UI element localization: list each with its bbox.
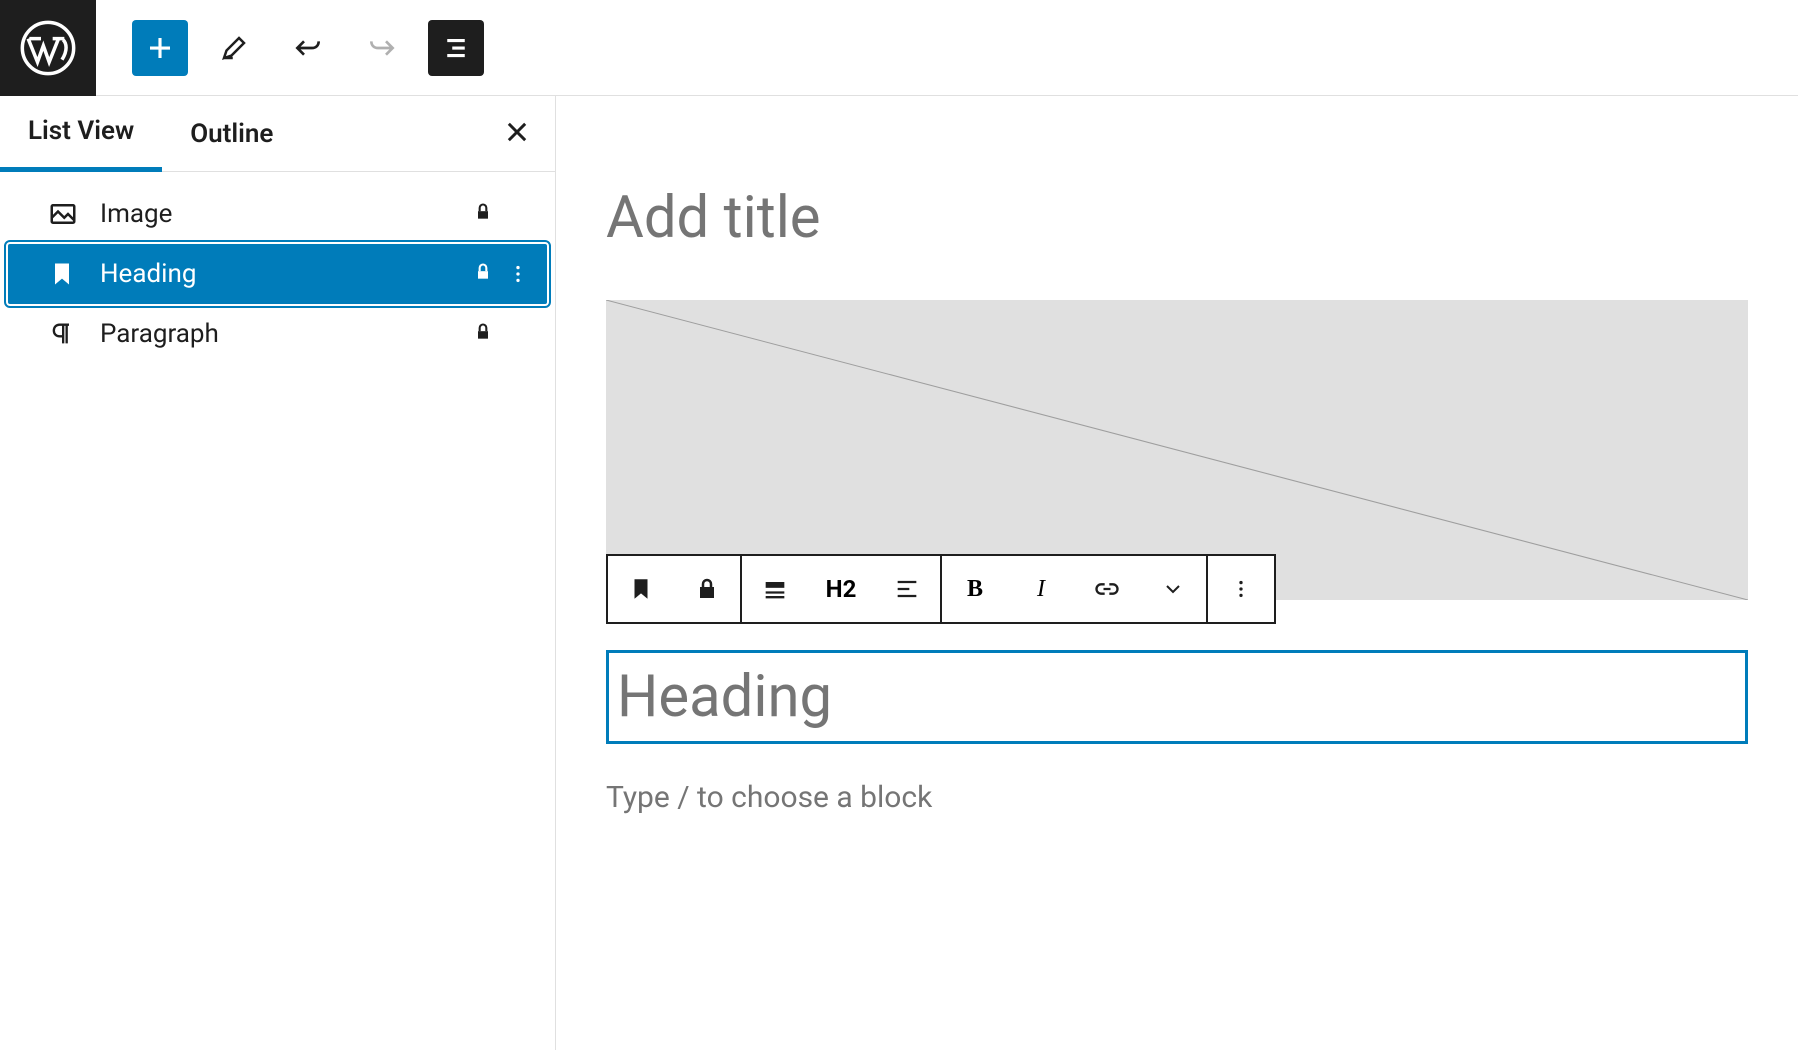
heading-level-button[interactable]: H2	[808, 556, 874, 622]
lock-icon	[473, 259, 493, 289]
editor-main: List View Outline Image He	[0, 96, 1798, 1050]
undo-button[interactable]	[280, 20, 336, 76]
list-item-label: Heading	[100, 259, 473, 289]
block-list: Image Heading	[0, 172, 555, 376]
text-align-icon	[893, 575, 921, 603]
align-icon	[761, 575, 789, 603]
panel-tabs: List View Outline	[0, 96, 555, 172]
more-format-button[interactable]	[1140, 556, 1206, 622]
bookmark-icon	[48, 260, 82, 288]
list-item-heading[interactable]: Heading	[8, 244, 547, 304]
list-item-paragraph[interactable]: Paragraph	[8, 304, 547, 364]
lock-icon	[473, 199, 493, 229]
tab-list-view[interactable]: List View	[0, 96, 162, 172]
close-panel-button[interactable]	[503, 118, 531, 150]
add-block-button[interactable]	[132, 20, 188, 76]
block-toolbar: H2 B I	[606, 554, 1276, 624]
wordpress-icon	[20, 20, 76, 76]
chevron-down-icon	[1161, 577, 1185, 601]
redo-icon	[366, 32, 398, 64]
list-item-label: Image	[100, 199, 473, 229]
close-icon	[503, 118, 531, 146]
plus-icon	[145, 33, 175, 63]
link-icon	[1093, 575, 1121, 603]
editor-topbar	[0, 0, 1798, 96]
pencil-icon	[219, 33, 249, 63]
tools-button[interactable]	[206, 20, 262, 76]
undo-icon	[292, 32, 324, 64]
tab-outline[interactable]: Outline	[162, 96, 301, 172]
list-item-label: Paragraph	[100, 319, 473, 349]
paragraph-block-placeholder[interactable]: Type / to choose a block	[606, 780, 1748, 815]
list-view-toggle[interactable]	[428, 20, 484, 76]
wordpress-logo[interactable]	[0, 0, 96, 96]
block-options-button[interactable]	[1208, 556, 1274, 622]
list-view-icon	[441, 33, 471, 63]
italic-button[interactable]: I	[1008, 556, 1074, 622]
link-button[interactable]	[1074, 556, 1140, 622]
bold-button[interactable]: B	[942, 556, 1008, 622]
pilcrow-icon	[48, 320, 82, 348]
redo-button[interactable]	[354, 20, 410, 76]
text-align-button[interactable]	[874, 556, 940, 622]
list-view-panel: List View Outline Image He	[0, 96, 556, 1050]
list-item-image[interactable]: Image	[8, 184, 547, 244]
block-type-button[interactable]	[608, 556, 674, 622]
more-options-button[interactable]	[501, 263, 535, 285]
more-vertical-icon	[1230, 578, 1252, 600]
image-icon	[48, 199, 82, 229]
lock-icon	[473, 319, 493, 349]
heading-block-input[interactable]: Heading	[606, 650, 1748, 744]
lock-icon	[695, 577, 719, 601]
align-button[interactable]	[742, 556, 808, 622]
block-lock-button[interactable]	[674, 556, 740, 622]
editor-canvas: Add title H2	[556, 96, 1798, 1050]
post-title-input[interactable]: Add title	[606, 184, 1748, 252]
bookmark-icon	[628, 576, 654, 602]
